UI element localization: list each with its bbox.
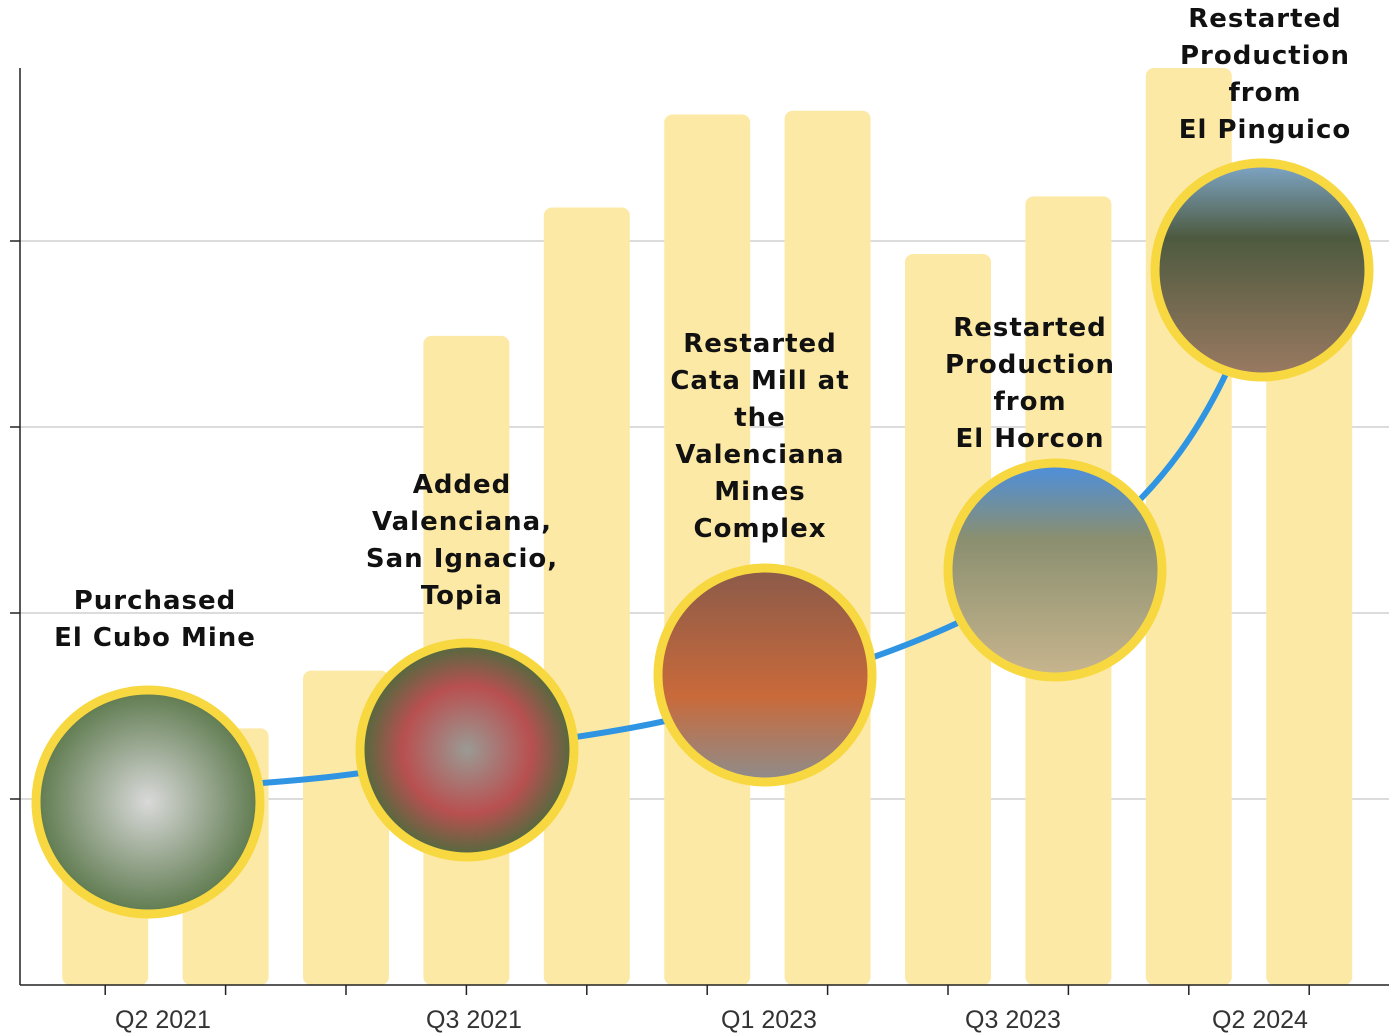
annotation-line: Restarted — [683, 329, 837, 359]
annotation-line: Mines — [714, 477, 805, 507]
bar — [664, 114, 751, 985]
annotation-line: Valenciana — [675, 440, 844, 470]
annotation: Purchased El Cubo Mine — [54, 586, 256, 653]
annotation-line: Topia — [421, 581, 503, 611]
x-tick-label: Q3 2021 — [426, 1006, 522, 1033]
x-tick-label: Q1 2023 — [721, 1006, 817, 1033]
annotation-line: Restarted — [1188, 4, 1342, 34]
annotation-line: Production — [945, 350, 1115, 380]
bar — [784, 110, 871, 986]
photo — [31, 685, 265, 919]
x-tick-label: Q2 2024 — [1212, 1006, 1308, 1033]
annotation-line: El Horcon — [956, 424, 1105, 454]
x-ticks: Q2 2021 Q3 2021 Q1 2023 Q3 2023 Q2 2024 — [104, 985, 1310, 1033]
annotation-line: the — [734, 403, 786, 433]
photo — [355, 638, 579, 862]
annotation: Restarted Production from El Pinguico — [1179, 4, 1352, 145]
annotation: Restarted Production from El Horcon — [945, 313, 1115, 454]
annotation-line: Added — [413, 470, 512, 500]
bar — [905, 254, 991, 985]
annotation-line: Complex — [694, 514, 827, 544]
annotation: Added Valenciana, San Ignacio, Topia — [366, 470, 558, 611]
annotation-line: Cata Mill at — [670, 366, 849, 396]
annotation-line: Purchased — [74, 586, 237, 616]
annotations: Purchased El Cubo Mine Added Valenciana, San… — [54, 4, 1352, 653]
annotation-line: San Ignacio, — [366, 544, 558, 574]
bar — [543, 207, 630, 985]
x-tick-label: Q2 2021 — [115, 1006, 211, 1033]
photos — [31, 158, 1374, 919]
annotation-line: El Pinguico — [1179, 115, 1352, 145]
photo — [943, 458, 1167, 682]
annotation-line: El Cubo Mine — [54, 623, 256, 653]
annotation-line: Production — [1180, 41, 1350, 71]
x-tick-label: Q3 2023 — [965, 1006, 1061, 1033]
bar — [1266, 315, 1353, 985]
annotation-line: from — [993, 387, 1066, 417]
annotation-line: Valenciana, — [372, 507, 552, 537]
annotation: Restarted Cata Mill at the Valenciana Mines C… — [670, 329, 849, 544]
photo — [1150, 158, 1374, 382]
photo — [653, 563, 877, 787]
bars — [62, 68, 1353, 986]
annotation-line: from — [1228, 78, 1301, 108]
annotation-line: Restarted — [953, 313, 1107, 343]
